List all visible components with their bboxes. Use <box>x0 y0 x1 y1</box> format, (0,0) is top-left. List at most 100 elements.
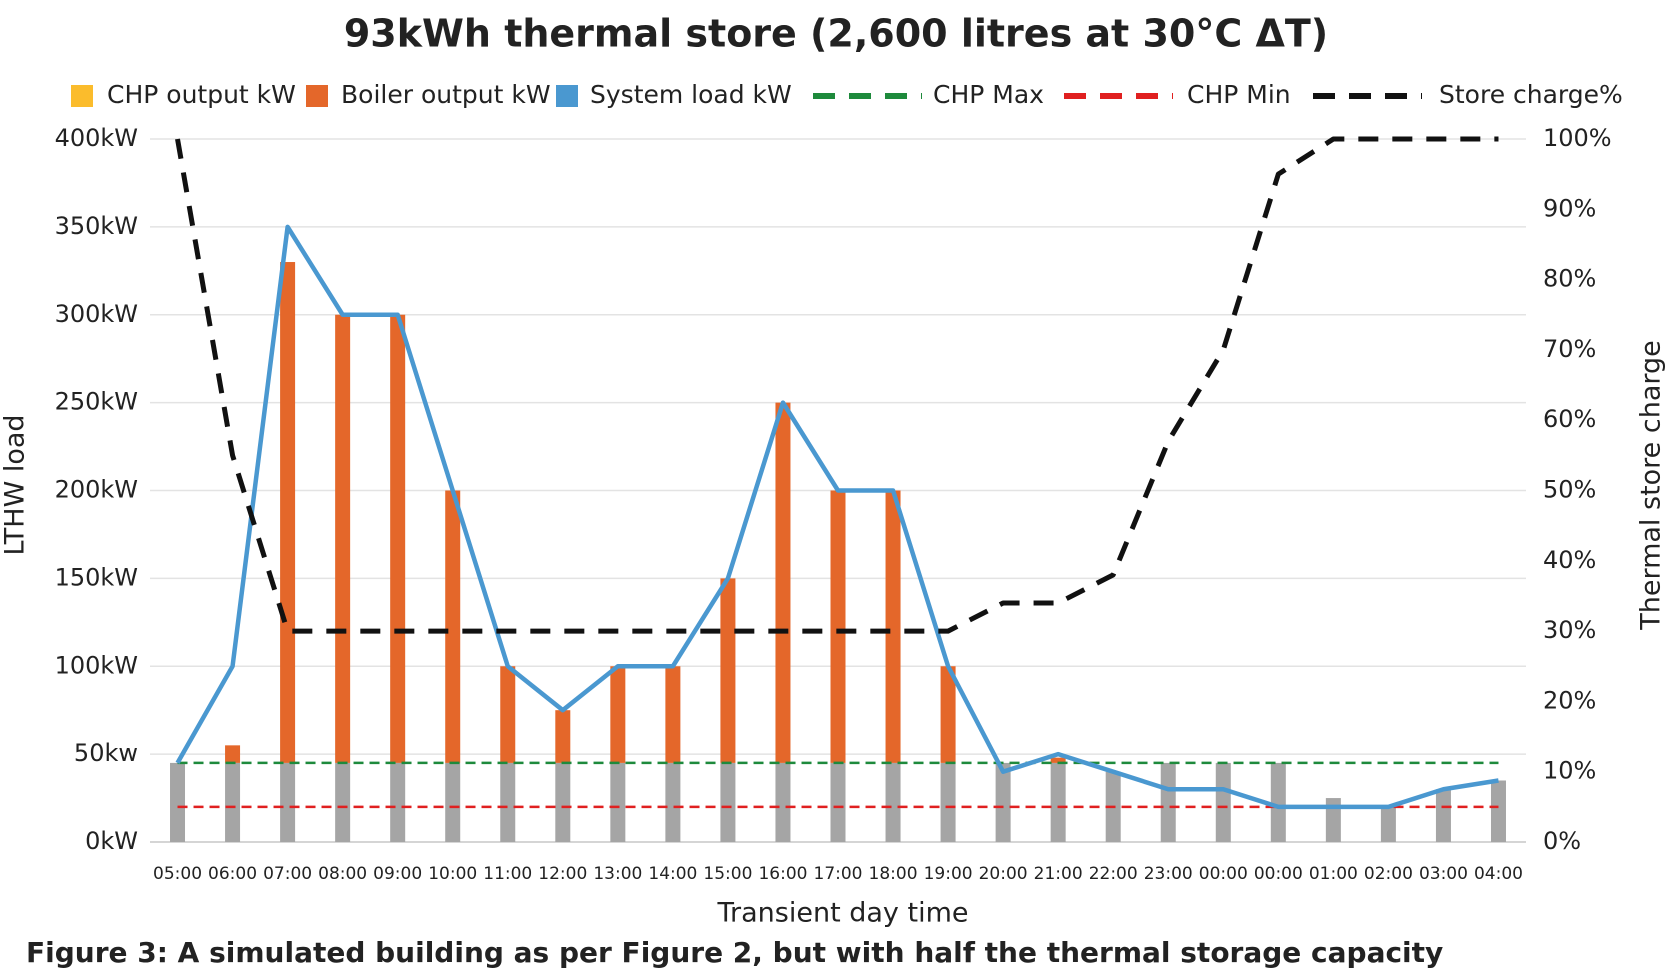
y-tick-label: 400kW <box>55 124 138 152</box>
x-tick-label: 01:00 <box>1309 864 1358 884</box>
bar <box>940 666 956 763</box>
bar <box>775 762 791 842</box>
x-axis-title: Transient day time <box>717 898 969 929</box>
line <box>175 224 1499 810</box>
bar <box>170 762 186 842</box>
bar <box>1215 762 1231 842</box>
bar <box>995 762 1011 842</box>
legend-label: Boiler output kW <box>341 80 551 109</box>
y2-tick-label: 10% <box>1543 757 1596 785</box>
y2-tick-label: 60% <box>1543 405 1596 433</box>
x-tick-label: 17:00 <box>814 864 863 884</box>
bar <box>830 490 846 763</box>
x-tick-label: 09:00 <box>373 864 422 884</box>
x-tick-label: 03:00 <box>1419 864 1468 884</box>
y-tick-label: 100kW <box>55 651 138 679</box>
x-tick-label: 18:00 <box>869 864 918 884</box>
y-tick-label: 50kw <box>74 739 138 767</box>
bar <box>610 762 626 842</box>
bar <box>1050 757 1066 763</box>
x-tick-label: 02:00 <box>1364 864 1413 884</box>
dashed-line <box>175 136 1499 634</box>
bar <box>445 490 461 763</box>
legend-label: CHP Max <box>933 80 1044 109</box>
legend-label: Store charge% <box>1439 80 1623 109</box>
bar <box>1435 789 1451 842</box>
bar <box>1270 762 1286 842</box>
bar <box>225 762 241 842</box>
x-tick-label: 05:00 <box>153 864 202 884</box>
bar <box>390 314 406 763</box>
x-tick-label: 19:00 <box>924 864 973 884</box>
y2-tick-label: 80% <box>1543 265 1596 293</box>
y-tick-label: 250kW <box>55 388 138 416</box>
y-tick-label: 0kW <box>85 827 138 855</box>
bar <box>445 762 461 842</box>
y2-tick-label: 20% <box>1543 686 1596 714</box>
legend-swatch <box>71 85 93 107</box>
x-tick-label: 21:00 <box>1034 864 1083 884</box>
bar <box>610 666 626 763</box>
y2-tick-label: 90% <box>1543 194 1596 222</box>
bar <box>500 666 516 763</box>
legend-swatch <box>556 85 578 107</box>
bar <box>665 762 681 842</box>
bar <box>720 762 736 842</box>
x-tick-label: 23:00 <box>1144 864 1193 884</box>
y2-tick-label: 50% <box>1543 476 1596 504</box>
x-tick-label: 04:00 <box>1474 864 1523 884</box>
bar <box>1380 806 1396 842</box>
y2-axis-title: Thermal store charge <box>1636 340 1667 631</box>
y2-tick-label: 100% <box>1543 124 1612 152</box>
y2-tick-label: 0% <box>1543 827 1581 855</box>
x-tick-label: 13:00 <box>593 864 642 884</box>
y-tick-label: 350kW <box>55 212 138 240</box>
bar <box>225 745 241 763</box>
y-axis-title: LTHW load <box>0 414 31 555</box>
bar <box>390 762 406 842</box>
bar <box>1490 780 1506 842</box>
bar <box>830 762 846 842</box>
bar <box>280 762 296 842</box>
bar <box>665 666 681 763</box>
y-tick-label: 200kW <box>55 476 138 504</box>
x-tick-label: 00:00 <box>1199 864 1248 884</box>
x-tick-label: 06:00 <box>208 864 257 884</box>
bar <box>500 762 516 842</box>
caption: Figure 3: A simulated building as per Fi… <box>26 936 1443 969</box>
x-tick-label: 16:00 <box>758 864 807 884</box>
x-tick-label: 11:00 <box>483 864 532 884</box>
bar <box>720 578 736 763</box>
legend-label: CHP output kW <box>107 80 296 109</box>
y2-tick-label: 70% <box>1543 335 1596 363</box>
x-tick-label: 08:00 <box>318 864 367 884</box>
bar <box>885 762 901 842</box>
bar <box>555 762 571 842</box>
x-tick-label: 12:00 <box>538 864 587 884</box>
x-tick-label: 14:00 <box>648 864 697 884</box>
y-tick-label: 300kW <box>55 300 138 328</box>
bar <box>335 762 351 842</box>
bar <box>775 402 791 763</box>
x-tick-label: 00:00 <box>1254 864 1303 884</box>
bar <box>1050 762 1066 842</box>
bar <box>940 762 956 842</box>
bar <box>280 262 296 763</box>
x-tick-label: 07:00 <box>263 864 312 884</box>
x-tick-label: 20:00 <box>979 864 1028 884</box>
bar <box>885 490 901 763</box>
bar <box>335 314 351 763</box>
x-tick-label: 10:00 <box>428 864 477 884</box>
y2-tick-label: 40% <box>1543 546 1596 574</box>
y2-tick-label: 30% <box>1543 616 1596 644</box>
x-tick-label: 22:00 <box>1089 864 1138 884</box>
legend-swatch <box>306 85 328 107</box>
y-tick-label: 150kW <box>55 563 138 591</box>
chart-title: 93kWh thermal store (2,600 litres at 30°… <box>344 12 1328 56</box>
legend-label: System load kW <box>590 80 792 109</box>
x-tick-label: 15:00 <box>703 864 752 884</box>
legend-label: CHP Min <box>1187 80 1291 109</box>
bar <box>1160 762 1176 842</box>
bar <box>555 710 571 763</box>
